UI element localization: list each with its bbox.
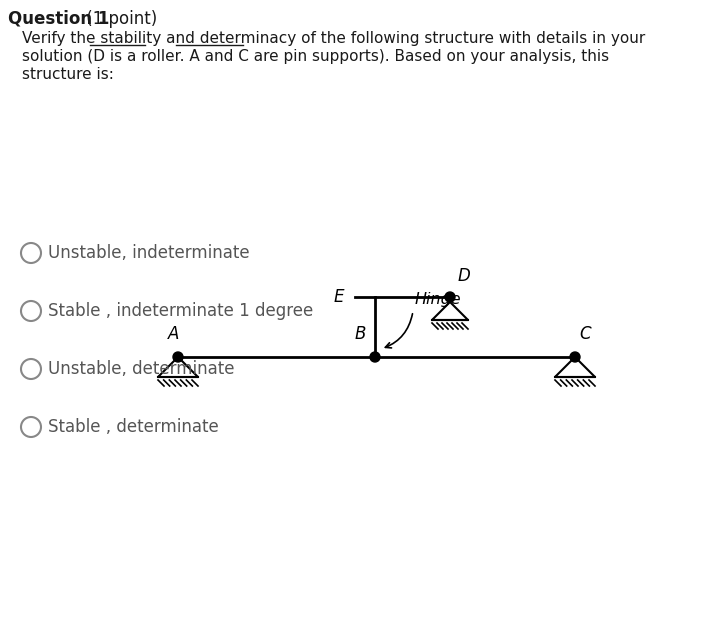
Circle shape xyxy=(173,352,183,362)
Text: Stable , indeterminate 1 degree: Stable , indeterminate 1 degree xyxy=(48,302,313,320)
Circle shape xyxy=(570,352,580,362)
Text: solution (D is a roller. A and C are pin supports). Based on your analysis, this: solution (D is a roller. A and C are pin… xyxy=(22,49,609,64)
Text: Unstable, determinate: Unstable, determinate xyxy=(48,360,235,378)
Text: Unstable, indeterminate: Unstable, indeterminate xyxy=(48,244,250,262)
Text: Stable , determinate: Stable , determinate xyxy=(48,418,219,436)
Text: Verify the stability and determinacy of the following structure with details in : Verify the stability and determinacy of … xyxy=(22,31,645,46)
Text: structure is:: structure is: xyxy=(22,67,114,82)
Circle shape xyxy=(370,352,380,362)
Text: C: C xyxy=(579,325,591,343)
Text: B: B xyxy=(354,325,366,343)
Text: Question 1: Question 1 xyxy=(8,10,109,28)
Text: A: A xyxy=(168,325,179,343)
Text: D: D xyxy=(457,267,470,285)
Text: (1 point): (1 point) xyxy=(81,10,157,28)
Circle shape xyxy=(445,292,455,302)
Text: E: E xyxy=(334,288,345,306)
Text: Hinge: Hinge xyxy=(415,292,462,307)
